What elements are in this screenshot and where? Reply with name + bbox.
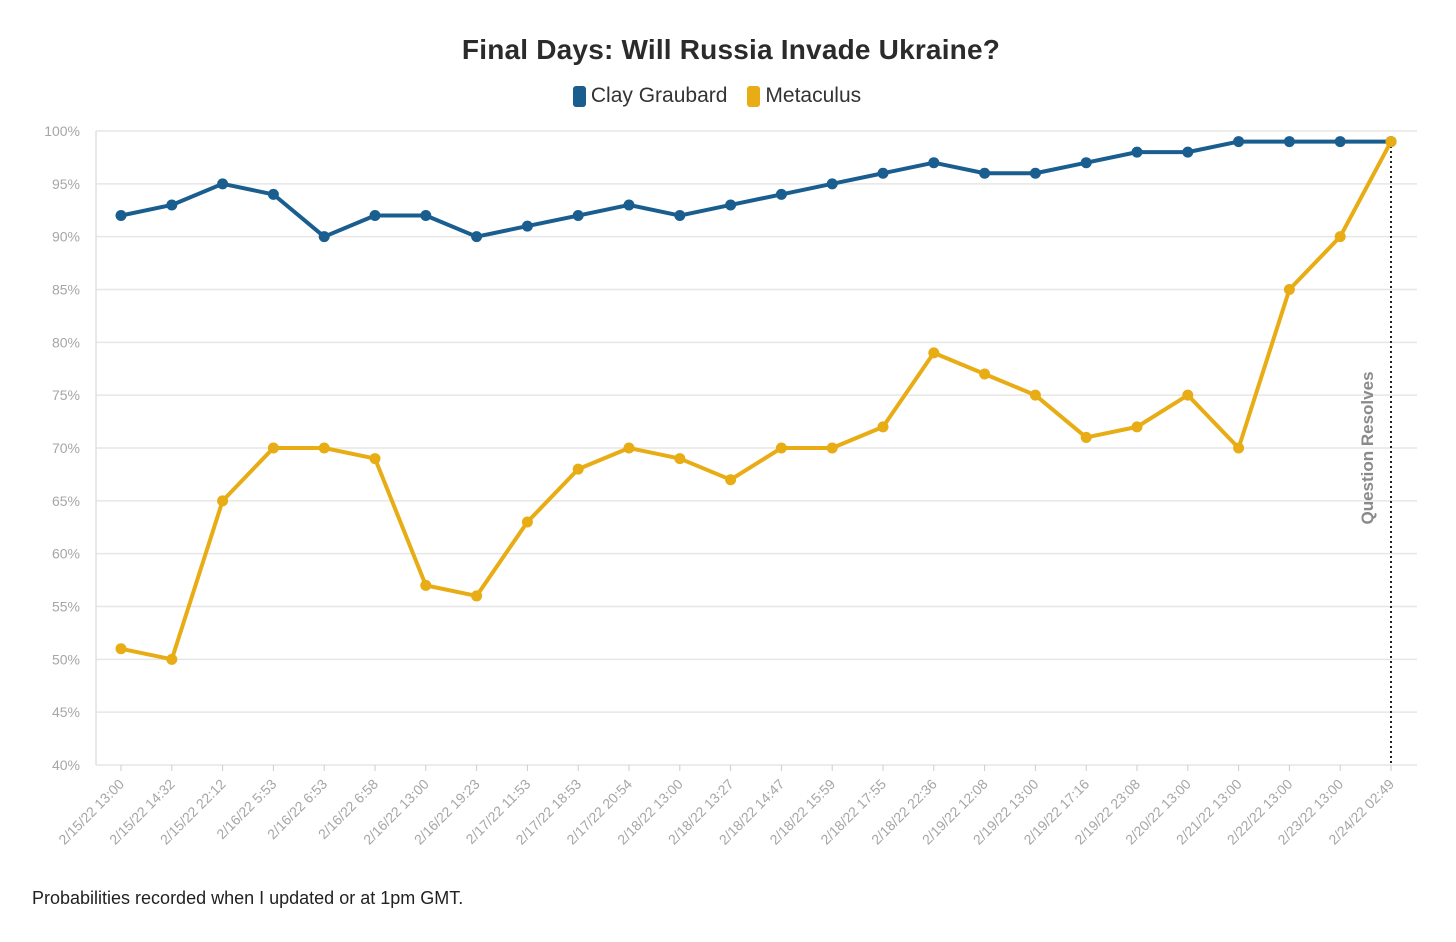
data-point-clay-graubard: [1182, 146, 1194, 158]
legend-label-metaculus: Metaculus: [765, 84, 862, 107]
data-point-clay-graubard: [928, 157, 940, 169]
annotation-label: Question Resolves: [1358, 371, 1377, 524]
data-point-metaculus: [1182, 389, 1194, 401]
data-point-metaculus: [1131, 421, 1143, 433]
data-point-clay-graubard: [1080, 157, 1092, 169]
series-line-clay-graubard: [119, 139, 1393, 239]
data-point-metaculus: [1385, 136, 1397, 148]
data-point-clay-graubard: [1233, 136, 1245, 148]
y-tick-label: 60%: [52, 546, 80, 562]
data-point-metaculus: [928, 347, 940, 359]
data-point-clay-graubard: [725, 199, 737, 211]
data-point-metaculus: [877, 421, 889, 433]
data-point-metaculus: [725, 474, 737, 486]
y-tick-label: 50%: [52, 651, 80, 667]
data-point-metaculus: [166, 653, 178, 665]
series-line-metaculus: [119, 139, 1393, 662]
y-tick-label: 75%: [52, 387, 80, 403]
data-point-clay-graubard: [267, 188, 279, 200]
data-point-clay-graubard: [572, 210, 584, 222]
legend-item-metaculus[interactable]: Metaculus: [747, 84, 861, 108]
y-tick-label: 45%: [52, 704, 80, 720]
footnote: Probabilities recorded when I updated or…: [32, 888, 464, 908]
data-point-metaculus: [572, 463, 584, 475]
data-point-clay-graubard: [674, 210, 686, 222]
data-point-clay-graubard: [1334, 136, 1346, 148]
data-point-clay-graubard: [521, 220, 533, 232]
data-point-clay-graubard: [115, 210, 127, 222]
data-point-metaculus: [369, 453, 381, 465]
data-point-clay-graubard: [979, 167, 991, 179]
data-point-clay-graubard: [420, 210, 432, 222]
legend-item-clay-graubard[interactable]: Clay Graubard: [572, 84, 728, 108]
data-point-metaculus: [521, 516, 533, 528]
data-point-clay-graubard: [217, 178, 229, 190]
data-point-metaculus: [1029, 389, 1041, 401]
data-point-metaculus: [1334, 231, 1346, 243]
data-point-metaculus: [1080, 431, 1092, 443]
data-point-metaculus: [674, 453, 686, 465]
data-point-metaculus: [318, 442, 330, 454]
data-point-clay-graubard: [471, 231, 483, 243]
y-tick-label: 55%: [52, 599, 80, 615]
data-point-metaculus: [775, 442, 787, 454]
data-point-clay-graubard: [623, 199, 635, 211]
legend-label-clay-graubard: Clay Graubard: [590, 84, 728, 107]
data-point-clay-graubard: [877, 167, 889, 179]
data-point-metaculus: [979, 368, 991, 380]
data-point-clay-graubard: [775, 188, 787, 200]
data-point-clay-graubard: [1131, 146, 1143, 158]
data-point-clay-graubard: [826, 178, 838, 190]
y-tick-label: 70%: [52, 440, 80, 456]
legend-swatch-clay-graubard: [572, 85, 586, 107]
y-tick-label: 90%: [52, 229, 80, 245]
data-point-clay-graubard: [369, 210, 381, 222]
y-tick-label: 40%: [52, 757, 80, 773]
data-point-metaculus: [623, 442, 635, 454]
legend-swatch-metaculus: [747, 85, 761, 107]
data-point-clay-graubard: [1283, 136, 1295, 148]
data-point-clay-graubard: [1029, 167, 1041, 179]
data-point-metaculus: [471, 590, 483, 602]
data-point-metaculus: [420, 579, 432, 591]
data-point-metaculus: [826, 442, 838, 454]
y-tick-label: 80%: [52, 334, 80, 350]
y-tick-label: 85%: [52, 282, 80, 298]
data-point-clay-graubard: [318, 231, 330, 243]
y-tick-label: 65%: [52, 493, 80, 509]
data-point-metaculus: [267, 442, 279, 454]
data-point-clay-graubard: [166, 199, 178, 211]
y-tick-label: 100%: [44, 123, 80, 139]
data-point-metaculus: [1233, 442, 1245, 454]
data-point-metaculus: [1283, 284, 1295, 295]
chart-title: Final Days: Will Russia Invade Ukraine?: [461, 34, 1001, 65]
y-tick-label: 95%: [52, 176, 80, 192]
data-point-metaculus: [217, 495, 229, 507]
data-point-metaculus: [115, 643, 127, 655]
chart-legend: Clay Graubard Metaculus: [0, 84, 1434, 108]
